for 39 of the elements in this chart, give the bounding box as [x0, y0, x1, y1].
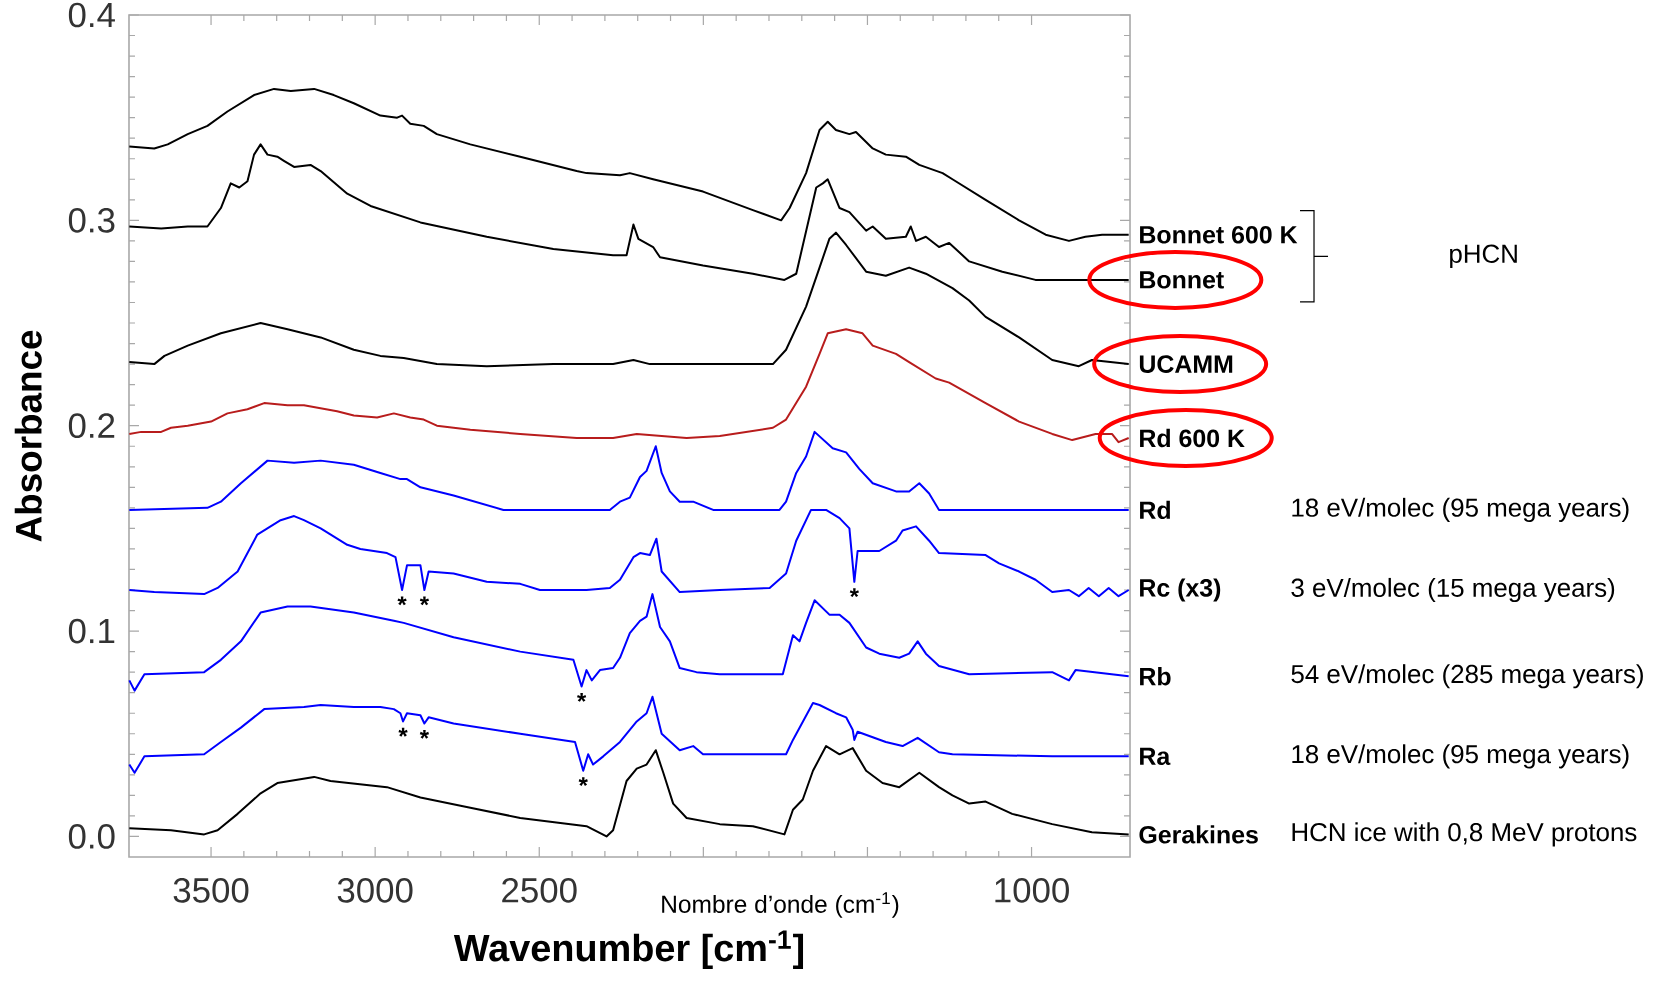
series-label: Bonnet — [1140, 271, 1224, 289]
y-tick-label: 0.1 — [68, 618, 115, 644]
line-series — [128, 695, 1130, 774]
y-tick-label: 0.2 — [68, 413, 115, 439]
series-label: Rd 600 K — [1140, 428, 1245, 448]
y-tick-label: 0.0 — [68, 824, 115, 849]
series-label: UCAMM — [1139, 355, 1233, 373]
x-axis-title: Wavenumber [cm$^{-1}$] — [453, 930, 804, 969]
y-tick-label: 0.4 — [68, 2, 115, 28]
series-label: Gerakines — [1139, 825, 1258, 844]
series-label: Rc (x3) — [1140, 578, 1221, 602]
annotation: * — [577, 692, 587, 702]
annotation: * — [398, 727, 408, 737]
text: 54 eV/molec (285 mega years) — [1291, 664, 1643, 689]
text: 18 eV/molec (95 mega years) — [1292, 744, 1629, 769]
line-series — [128, 328, 1130, 444]
text: HCN ice with 0,8 MeV protons — [1292, 822, 1637, 847]
y-tick-label: 0.3 — [68, 208, 115, 233]
line-series — [128, 745, 1130, 838]
annotation: * — [419, 729, 430, 739]
annotation: * — [397, 596, 407, 606]
text: 3 eV/molec (15 mega years) — [1291, 577, 1615, 603]
x-tick-label: 3000 — [337, 878, 413, 903]
series-label: Rd — [1140, 500, 1170, 520]
annotation: * — [578, 777, 588, 787]
x-tick-label: 2500 — [502, 878, 577, 903]
x-tick-label: 1000 — [995, 878, 1069, 903]
y-axis-title: Absorbance — [14, 330, 42, 542]
line-series — [128, 87, 1130, 242]
annotation: * — [849, 588, 859, 598]
annotation: * — [419, 596, 430, 606]
x-tick-label: 3500 — [173, 878, 249, 903]
series-label: Bonnet 600 K — [1140, 225, 1298, 244]
series-label: Rb — [1140, 667, 1171, 686]
text: 18 eV/molec (95 mega years) — [1292, 497, 1629, 522]
line-series — [128, 508, 1130, 598]
series-label: Ra — [1140, 747, 1171, 766]
text: pHCN — [1450, 244, 1517, 269]
text: Nombre d’onde (cm$^{-1}$) — [662, 892, 899, 918]
